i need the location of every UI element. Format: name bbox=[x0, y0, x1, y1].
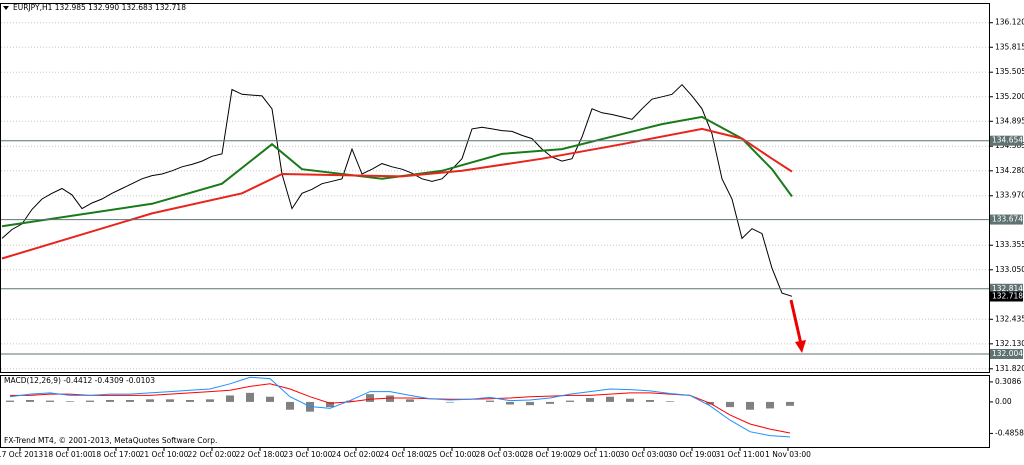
series-line bbox=[1, 83, 793, 297]
histogram-bar bbox=[766, 401, 774, 409]
histogram-bar bbox=[46, 400, 54, 402]
histogram-bar bbox=[126, 399, 134, 402]
y-tick-label: 133.050 bbox=[995, 265, 1024, 274]
level-label-box bbox=[990, 214, 1023, 225]
histogram-bar bbox=[786, 401, 794, 406]
trend-arrow bbox=[789, 299, 806, 353]
histogram-bar bbox=[586, 398, 594, 402]
y-tick-label: 133.970 bbox=[995, 191, 1024, 200]
x-tick-label: 18 Oct 17:00 bbox=[92, 450, 141, 459]
histogram-bar bbox=[206, 399, 214, 402]
x-tick-label: 30 Oct 19:00 bbox=[668, 450, 717, 459]
histogram-bar bbox=[606, 396, 614, 402]
x-tick-label: 1 Nov 03:00 bbox=[765, 450, 811, 459]
y-tick-label: 135.200 bbox=[995, 92, 1024, 101]
histogram-bar bbox=[186, 399, 194, 402]
chart-title: EURJPY,H1 132.985 132.990 132.683 132.71… bbox=[13, 3, 186, 12]
y-tick-label: 134.280 bbox=[995, 166, 1024, 175]
histogram-bar bbox=[386, 395, 394, 402]
histogram-bar bbox=[546, 401, 554, 404]
x-tick-label: 23 Oct 10:00 bbox=[284, 450, 333, 459]
macd-panel bbox=[0, 375, 990, 448]
price-label-box bbox=[990, 291, 1023, 302]
histogram-bar bbox=[486, 400, 494, 402]
histogram-bar bbox=[6, 400, 14, 402]
level-label: 133.674 bbox=[992, 215, 1023, 224]
level-label: 132.004 bbox=[992, 349, 1023, 358]
histogram-bar bbox=[366, 394, 374, 402]
series-line bbox=[1, 127, 793, 260]
level-label-box bbox=[990, 348, 1023, 359]
y-tick-label: 132.130 bbox=[995, 339, 1024, 348]
histogram-bar bbox=[86, 400, 94, 402]
x-tick-label: 31 Oct 11:00 bbox=[716, 450, 765, 459]
x-tick-label: 29 Oct 11:00 bbox=[572, 450, 621, 459]
histogram-bar bbox=[646, 399, 654, 402]
x-tick-label: 17 Oct 2013 bbox=[0, 450, 43, 459]
histogram-bar bbox=[666, 401, 674, 402]
histogram-bar bbox=[286, 401, 294, 410]
x-tick-label: 24 Oct 02:00 bbox=[332, 450, 381, 459]
y-tick-label: 133.355 bbox=[995, 240, 1024, 249]
x-tick-label: 28 Oct 03:00 bbox=[476, 450, 525, 459]
level-label: 132.814 bbox=[992, 284, 1023, 293]
x-tick-label: 18 Oct 01:00 bbox=[44, 450, 93, 459]
x-tick-label: 21 Oct 10:00 bbox=[140, 450, 189, 459]
x-tick-label: 22 Oct 02:00 bbox=[188, 450, 237, 459]
histogram-bar bbox=[146, 399, 154, 402]
histogram-bar bbox=[166, 399, 174, 402]
y-tick-label: 132.435 bbox=[995, 314, 1024, 323]
y-tick-label: 0.00 bbox=[995, 397, 1012, 406]
histogram-bar bbox=[66, 401, 74, 402]
histogram-bar bbox=[106, 399, 114, 402]
x-tick-label: 22 Oct 18:00 bbox=[236, 450, 285, 459]
menu-arrow[interactable] bbox=[3, 6, 9, 10]
series-line bbox=[1, 115, 793, 228]
y-tick-label: 135.815 bbox=[995, 42, 1024, 51]
y-tick-label: 136.120 bbox=[995, 18, 1024, 27]
level-label-box bbox=[990, 283, 1023, 294]
footer: FX-Trend MT4, © 2001-2013, MetaQuotes So… bbox=[4, 436, 217, 445]
histogram-bar bbox=[226, 395, 234, 402]
histogram-bar bbox=[246, 392, 254, 402]
histogram-bar bbox=[446, 401, 454, 403]
y-tick-label: -0.4858 bbox=[995, 428, 1024, 437]
level-label-box bbox=[990, 135, 1023, 146]
y-tick-label: 134.895 bbox=[995, 116, 1024, 125]
price-label: 132.718 bbox=[992, 292, 1023, 301]
x-tick-label: 24 Oct 18:00 bbox=[380, 450, 429, 459]
histogram-bar bbox=[26, 399, 34, 402]
level-label: 134.654 bbox=[992, 136, 1023, 145]
histogram-bar bbox=[746, 401, 754, 410]
series-line bbox=[10, 383, 791, 434]
x-tick-label: 30 Oct 03:00 bbox=[620, 450, 669, 459]
x-tick-label: 28 Oct 19:00 bbox=[524, 450, 573, 459]
histogram-bar bbox=[266, 396, 274, 402]
histogram-bar bbox=[626, 398, 634, 402]
histogram-bar bbox=[726, 401, 734, 408]
macd-title: MACD(12,26,9) -0.4412 -0.4309 -0.0103 bbox=[4, 376, 155, 385]
histogram-bar bbox=[346, 400, 354, 402]
histogram-bar bbox=[406, 399, 414, 402]
x-tick-label: 25 Oct 10:00 bbox=[428, 450, 477, 459]
histogram-bar bbox=[566, 400, 574, 402]
y-tick-label: 134.585 bbox=[995, 141, 1024, 150]
series-line bbox=[9, 376, 791, 438]
y-tick-label: 135.505 bbox=[995, 67, 1024, 76]
y-tick-label: 0.3086 bbox=[995, 377, 1021, 386]
main-panel bbox=[0, 3, 990, 373]
y-tick-label: 131.820 bbox=[995, 364, 1024, 373]
histogram-bar bbox=[326, 401, 334, 408]
histogram-bar bbox=[506, 401, 514, 405]
histogram-bar bbox=[526, 401, 534, 406]
